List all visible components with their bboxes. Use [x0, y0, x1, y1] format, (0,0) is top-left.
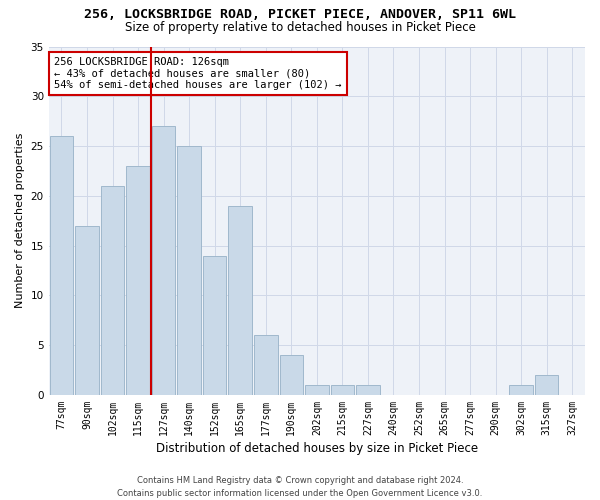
Text: 256 LOCKSBRIDGE ROAD: 126sqm
← 43% of detached houses are smaller (80)
54% of se: 256 LOCKSBRIDGE ROAD: 126sqm ← 43% of de…	[54, 57, 341, 90]
X-axis label: Distribution of detached houses by size in Picket Piece: Distribution of detached houses by size …	[156, 442, 478, 455]
Bar	[280, 355, 303, 395]
Text: Contains HM Land Registry data © Crown copyright and database right 2024.
Contai: Contains HM Land Registry data © Crown c…	[118, 476, 482, 498]
Bar	[152, 126, 175, 395]
Text: Size of property relative to detached houses in Picket Piece: Size of property relative to detached ho…	[125, 21, 475, 34]
Bar	[331, 385, 354, 395]
Bar	[178, 146, 201, 395]
Bar	[509, 385, 533, 395]
Bar	[356, 385, 380, 395]
Bar	[50, 136, 73, 395]
Y-axis label: Number of detached properties: Number of detached properties	[15, 133, 25, 308]
Bar	[535, 375, 559, 395]
Bar	[305, 385, 329, 395]
Bar	[127, 166, 150, 395]
Bar	[75, 226, 99, 395]
Bar	[101, 186, 124, 395]
Bar	[203, 256, 226, 395]
Text: 256, LOCKSBRIDGE ROAD, PICKET PIECE, ANDOVER, SP11 6WL: 256, LOCKSBRIDGE ROAD, PICKET PIECE, AND…	[84, 8, 516, 20]
Bar	[229, 206, 252, 395]
Bar	[254, 335, 278, 395]
